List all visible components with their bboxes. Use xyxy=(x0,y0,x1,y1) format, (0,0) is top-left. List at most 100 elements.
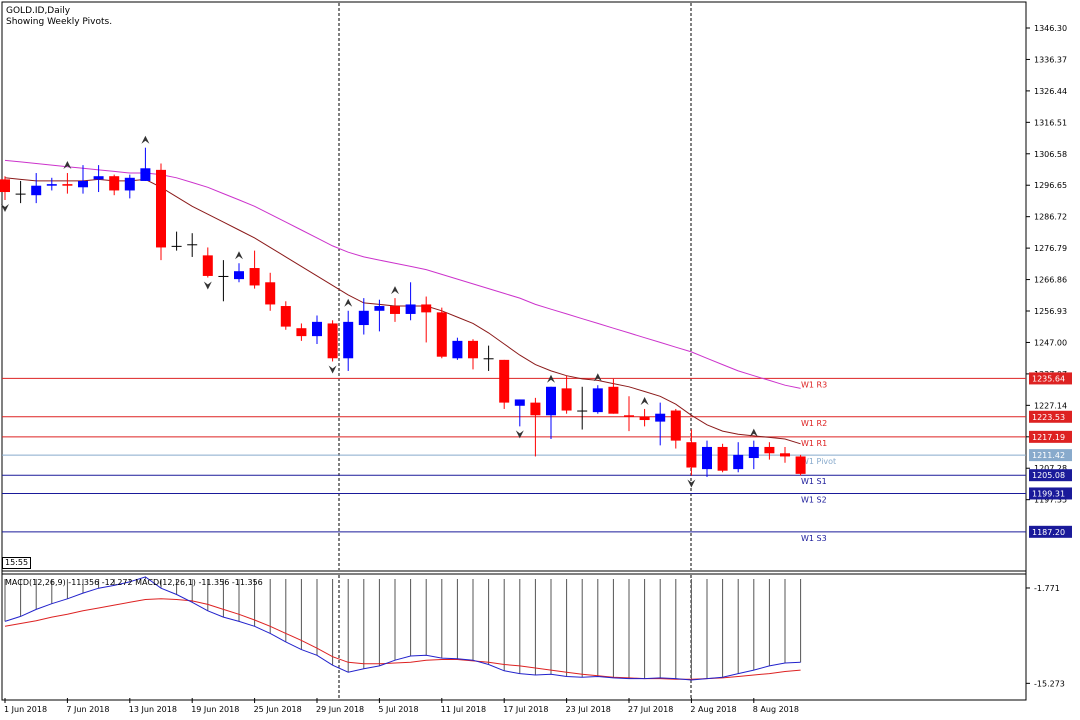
candle-body xyxy=(546,386,556,416)
pivot-price-value: 1187.20 xyxy=(1032,528,1065,537)
fractal-up-arrow xyxy=(391,286,399,295)
candle-body xyxy=(639,416,650,421)
fractal-up-arrow xyxy=(640,396,649,405)
price-tick-label: 1276.79 xyxy=(1034,244,1067,253)
pivot-label: W1 R1 xyxy=(801,439,827,448)
candle-body xyxy=(327,323,338,359)
macd-lines xyxy=(4,576,801,681)
pivot-price-tag xyxy=(1029,525,1072,538)
slow-moving-average-line xyxy=(4,159,801,389)
price-tick-label: 1227.14 xyxy=(1034,401,1067,410)
candle-body xyxy=(624,415,634,417)
price-tick-label: 1346.30 xyxy=(1034,24,1067,33)
price-tick-label: 1336.37 xyxy=(1034,55,1067,64)
pivot-price-tag xyxy=(1029,487,1072,500)
date-tick-label: 19 Jun 2018 xyxy=(191,705,239,714)
date-axis: 1 Jun 2018 7 Jun 2018 13 Jun 2018 19 Jun 20… xyxy=(4,698,799,714)
date-tick-label: 11 Jul 2018 xyxy=(441,705,486,714)
candle-body xyxy=(577,410,588,412)
candle-body xyxy=(717,446,728,471)
candle-body xyxy=(62,184,73,186)
pivot-price-tag xyxy=(1029,372,1072,385)
fractal-up-arrow xyxy=(749,428,758,437)
candle-body xyxy=(265,282,276,305)
pivot-price-value: 1199.31 xyxy=(1032,489,1065,498)
macd-tick-label: -15.273 xyxy=(1034,679,1065,688)
pivot-lines: W1 R3 W1 R2 W1 R1 W1 Pivot W1 S1 W1 S2 W1 S3 xyxy=(2,377,1026,543)
candle-body xyxy=(421,304,432,313)
fractal-down-arrow xyxy=(328,365,337,374)
date-tick-label: 1 Jun 2018 xyxy=(4,705,47,714)
candle-body xyxy=(702,446,712,470)
candle-body xyxy=(0,179,10,193)
candle-body xyxy=(514,399,525,406)
candle-body xyxy=(15,193,26,195)
candle-body xyxy=(93,176,104,180)
candle-body xyxy=(109,176,120,191)
candle-body xyxy=(764,446,775,454)
pivot-price-tag xyxy=(1029,430,1072,443)
fractal-up-arrow xyxy=(235,251,243,260)
candle-body xyxy=(249,268,260,286)
fractal-up-arrow xyxy=(593,373,602,382)
pivot-price-value: 1211.42 xyxy=(1032,451,1065,460)
candle-body xyxy=(280,306,291,327)
candle-body xyxy=(499,359,510,403)
candle-body xyxy=(140,168,151,181)
date-tick-label: 8 Aug 2018 xyxy=(753,705,799,714)
pivot-price-value: 1217.19 xyxy=(1032,433,1065,442)
candle-body xyxy=(608,386,619,414)
candle-body xyxy=(795,456,806,474)
price-tick-label: 1207.28 xyxy=(1034,464,1067,473)
symbol-label: GOLD.ID,Daily xyxy=(6,6,71,16)
candle-body xyxy=(218,275,229,277)
macd-tick-label: -1.771 xyxy=(1034,584,1060,593)
date-tick-label: 25 Jun 2018 xyxy=(254,705,302,714)
pivot-price-value: 1223.53 xyxy=(1032,413,1065,422)
date-tick-label: 13 Jun 2018 xyxy=(129,705,177,714)
candle-body xyxy=(46,184,57,186)
fractal-down-arrow xyxy=(515,430,524,439)
pivot-label: W1 S3 xyxy=(801,534,827,543)
macd-main-line xyxy=(4,576,801,681)
fractal-up-arrow xyxy=(63,161,72,170)
price-tick-label: 1266.86 xyxy=(1034,276,1067,285)
pivot-price-tag xyxy=(1029,410,1072,423)
date-tick-label: 23 Jul 2018 xyxy=(566,705,611,714)
price-tick-label: 1326.44 xyxy=(1034,87,1067,96)
candle-body xyxy=(343,321,354,359)
candle-body xyxy=(78,180,88,188)
candle-body xyxy=(296,328,307,337)
candle-body xyxy=(670,410,681,441)
price-tick-label: 1197.35 xyxy=(1034,496,1067,505)
pivot-price-tags: 1235.64 1223.53 1217.19 1211.42 1205.08 1199.… xyxy=(1029,372,1072,538)
date-tick-label: 29 Jun 2018 xyxy=(316,705,364,714)
candle-body xyxy=(31,185,42,196)
time-box: 15:55 xyxy=(2,557,32,569)
candle-body xyxy=(358,310,369,326)
pivot-price-value: 1205.08 xyxy=(1032,471,1065,480)
candle-body xyxy=(171,245,182,247)
fractal-up-arrow xyxy=(141,135,150,144)
pivot-label: W1 R2 xyxy=(801,419,827,428)
candle-body xyxy=(655,413,666,422)
price-tick-label: 1306.58 xyxy=(1034,150,1067,159)
candles xyxy=(0,147,806,478)
date-tick-label: 5 Jul 2018 xyxy=(378,705,418,714)
candle-body xyxy=(561,388,572,411)
moving-averages xyxy=(4,159,801,445)
candle-body xyxy=(390,306,400,314)
pivot-price-tag xyxy=(1029,449,1072,462)
candle-body xyxy=(733,454,744,470)
pivot-label: W1 Pivot xyxy=(801,457,836,466)
fractal-down-arrow xyxy=(203,281,212,290)
candle-body xyxy=(374,306,385,311)
price-tick-label: 1316.51 xyxy=(1034,118,1067,127)
macd-signal-line xyxy=(4,598,801,680)
pivot-label: W1 R3 xyxy=(801,380,827,389)
price-tick-label: 1247.00 xyxy=(1034,338,1067,347)
candle-body xyxy=(187,244,198,246)
pivot-label: W1 S1 xyxy=(801,477,827,486)
candle-body xyxy=(452,340,463,359)
